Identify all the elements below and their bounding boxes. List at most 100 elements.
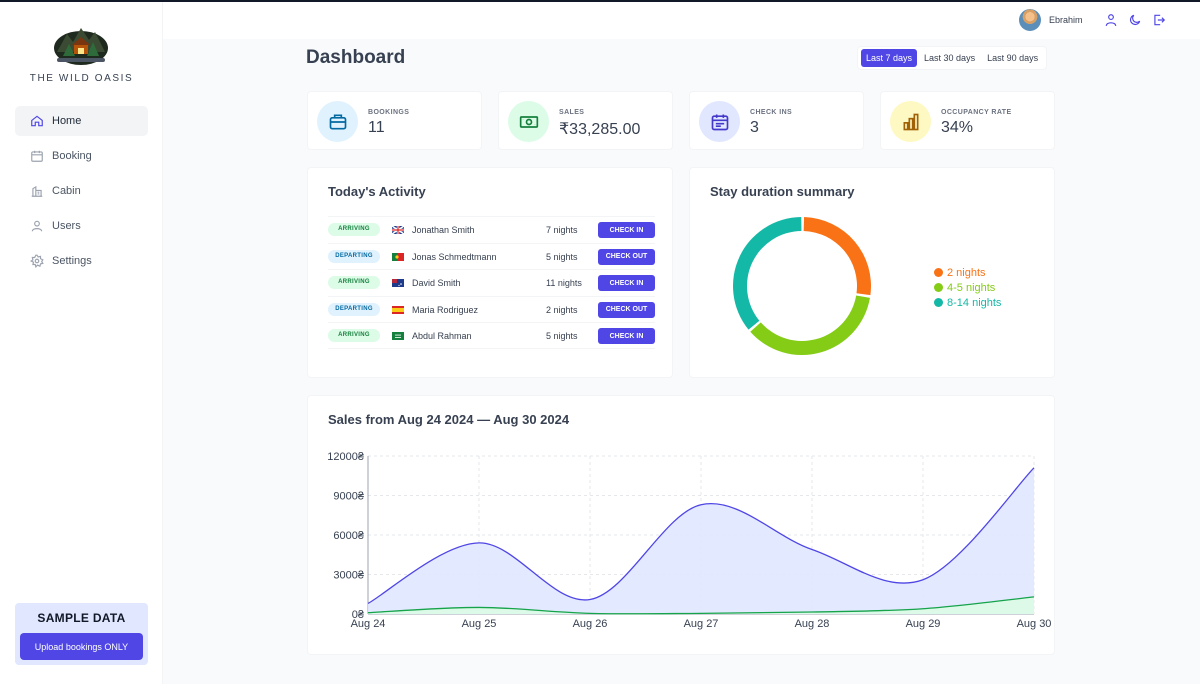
date-filter: Last 7 days Last 30 days Last 90 days (857, 46, 1048, 70)
check-in-button[interactable]: CHECK IN (598, 222, 655, 238)
stat-label: SALES (559, 109, 585, 116)
y-tick-label: 12000₴ (327, 451, 365, 463)
gear-icon (30, 254, 44, 268)
sidebar: THE WILD OASIS Home Booking Cabin Users … (0, 2, 163, 684)
stay-nights: 7 nights (546, 225, 578, 235)
brand-name: THE WILD OASIS (29, 73, 134, 84)
x-tick-label: Aug 26 (573, 618, 608, 630)
stat-value: ₹33,285.00 (559, 121, 641, 138)
stay-nights: 2 nights (546, 304, 578, 315)
status-badge: ARRIVING (328, 223, 380, 236)
flag-saudi-arabia-icon (392, 332, 404, 341)
banknote-icon (519, 115, 538, 128)
list-item: ARRIVING Jonathan Smith 7 nights CHECK I… (328, 216, 655, 243)
x-tick-label: Aug 28 (795, 618, 830, 630)
filter-last-30-days[interactable]: Last 30 days (919, 49, 980, 67)
stat-icon-wrap (317, 101, 358, 142)
filter-last-7-days[interactable]: Last 7 days (861, 49, 918, 67)
sample-data-panel: SAMPLE DATA Upload bookings ONLY (15, 603, 148, 665)
stat-label: OCCUPANCY RATE (941, 109, 1012, 116)
check-in-button[interactable]: CHECK IN (598, 328, 655, 345)
stat-check-ins: CHECK INS 3 (689, 91, 864, 150)
legend-swatch (934, 283, 943, 292)
sidebar-item-users[interactable]: Users (15, 211, 148, 241)
y-tick-label: 3000₴ (333, 570, 364, 582)
pie-slice-0 (803, 217, 871, 296)
guest-name: Abdul Rahman (412, 331, 472, 342)
guest-name: David Smith (412, 278, 461, 289)
bar-chart-icon (903, 113, 918, 130)
home-icon (31, 115, 43, 127)
avatar[interactable] (1019, 9, 1041, 31)
status-badge: ARRIVING (328, 329, 380, 343)
sidebar-item-label: Booking (52, 150, 92, 162)
y-tick-label: 0₴ (352, 609, 365, 621)
window-top-border (0, 0, 1200, 2)
status-badge: ARRIVING (328, 276, 380, 290)
users-icon (31, 220, 43, 232)
stat-label: CHECK INS (750, 109, 793, 116)
upload-bookings-button[interactable]: Upload bookings ONLY (20, 633, 143, 660)
flag-uk-icon (392, 226, 404, 234)
top-header: Ebrahim (163, 2, 1200, 39)
stat-label: BOOKINGS (368, 109, 410, 116)
todays-activity-panel: Today's Activity ARRIVING Jonathan Smith… (307, 167, 673, 378)
stay-duration-donut-chart (733, 217, 871, 355)
sales-area-chart: 0₴ 3000₴ 6000₴ 9000₴ 12000₴ Aug 24 Aug 25 Aug 2… (327, 451, 1052, 630)
legend-swatch (934, 268, 943, 277)
pie-slice-1 (750, 295, 870, 355)
cabin-icon (31, 185, 43, 197)
y-tick-label: 6000₴ (333, 530, 364, 542)
list-item: ARRIVING David Smith 11 nights CHECK IN (328, 269, 655, 296)
chart-legend: 2 nights 4-5 nights 8-14 nights (934, 265, 1001, 310)
guest-name: Jonathan Smith (412, 225, 475, 235)
sales-chart-title: Sales from Aug 24 2024 — Aug 30 2024 (328, 412, 570, 427)
legend-swatch (934, 298, 943, 307)
filter-last-90-days[interactable]: Last 90 days (982, 49, 1043, 67)
sidebar-item-booking[interactable]: Booking (15, 141, 148, 171)
activity-list: ARRIVING Jonathan Smith 7 nights CHECK I… (328, 216, 655, 349)
sales-chart-panel: Sales from Aug 24 2024 — Aug 30 2024 0₴ 3… (307, 395, 1055, 655)
area-fill-0 (368, 467, 1034, 614)
calendar-icon (31, 150, 43, 162)
legend-label: 2 nights (947, 266, 986, 279)
series-line-1 (367, 596, 1035, 615)
x-tick-label: Aug 27 (684, 618, 719, 630)
list-item: DEPARTING Jonas Schmedtmann 5 nights CHE… (328, 242, 655, 270)
wild-oasis-logo (54, 28, 108, 65)
legend-item: 8-14 nights (934, 295, 1001, 310)
x-tick-label: Aug 30 (1017, 618, 1052, 630)
sidebar-item-home[interactable]: Home (15, 106, 148, 136)
briefcase-icon (329, 114, 346, 129)
x-tick-label: Aug 24 (351, 618, 386, 630)
stay-nights: 11 nights (546, 278, 582, 289)
logout-icon[interactable] (1152, 13, 1166, 27)
stat-occupancy-rate: OCCUPANCY RATE 34% (880, 91, 1055, 150)
moon-icon[interactable] (1128, 13, 1142, 27)
sample-data-title: SAMPLE DATA (37, 611, 126, 625)
list-item: DEPARTING Maria Rodriguez 2 nights CHECK… (328, 295, 655, 323)
legend-item: 2 nights (934, 265, 1001, 280)
flag-australia-icon (392, 279, 404, 288)
check-out-button[interactable]: CHECK OUT (598, 248, 655, 265)
page-title: Dashboard (306, 47, 406, 68)
stat-icon-wrap (890, 101, 931, 142)
flag-spain-icon (392, 305, 404, 314)
sidebar-item-cabin[interactable]: Cabin (15, 176, 148, 206)
stat-value: 11 (368, 119, 385, 136)
stay-duration-title: Stay duration summary (710, 184, 855, 199)
flag-portugal-icon (392, 252, 404, 261)
check-out-button[interactable]: CHECK OUT (598, 301, 655, 318)
user-profile-icon[interactable] (1104, 13, 1118, 27)
x-tick-label: Aug 25 (462, 618, 497, 630)
check-in-button[interactable]: CHECK IN (598, 275, 655, 292)
pie-slice-2 (733, 217, 802, 330)
stat-value: 3 (750, 119, 759, 136)
stat-icon-wrap (699, 101, 740, 142)
stat-bookings: BOOKINGS 11 (307, 91, 482, 150)
status-badge: DEPARTING (328, 249, 380, 263)
sidebar-item-settings[interactable]: Settings (15, 246, 148, 276)
legend-label: 8-14 nights (947, 296, 1002, 309)
status-badge: DEPARTING (328, 302, 380, 316)
legend-label: 4-5 nights (947, 281, 996, 294)
